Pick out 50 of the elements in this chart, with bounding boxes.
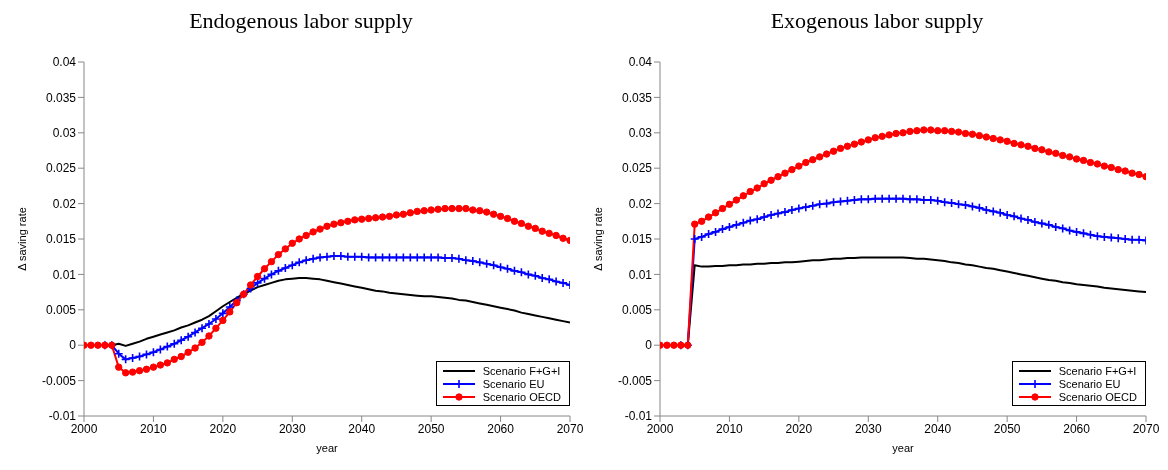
y-tick-label: 0.03 xyxy=(628,126,653,141)
y-tick-label: 0.02 xyxy=(628,196,653,211)
x-tick-label: 2030 xyxy=(854,421,882,436)
x-tick-label: 2000 xyxy=(70,421,98,436)
legend-label: Scenario EU xyxy=(482,377,545,390)
legend-label: Scenario EU xyxy=(1058,377,1121,390)
y-tick-label: 0.015 xyxy=(45,232,77,247)
y-tick-label: 0.01 xyxy=(628,267,653,282)
y-tick-label: 0.005 xyxy=(621,303,653,318)
y-tick-label: -0.005 xyxy=(617,373,653,388)
y-axis-title: Δ saving rate xyxy=(15,207,28,271)
x-tick-label: 2050 xyxy=(417,421,445,436)
x-tick-label: 2060 xyxy=(1063,421,1091,436)
x-tick-label: 2070 xyxy=(1132,421,1160,436)
legend-label: Scenario OECD xyxy=(1058,390,1137,403)
y-tick-label: 0.02 xyxy=(52,196,77,211)
x-tick-label: 2060 xyxy=(487,421,515,436)
x-tick-label: 2050 xyxy=(993,421,1021,436)
x-tick-label: 2000 xyxy=(646,421,674,436)
x-tick-label: 2010 xyxy=(140,421,168,436)
x-tick-label: 2040 xyxy=(924,421,952,436)
y-tick-label: 0.03 xyxy=(52,126,77,141)
x-tick-label: 2070 xyxy=(556,421,584,436)
x-axis-title: year xyxy=(316,442,339,454)
x-axis-title: year xyxy=(892,442,915,454)
y-tick-label: -0.01 xyxy=(48,409,77,424)
y-tick-label: 0.015 xyxy=(621,232,653,247)
legend-label: Scenario F+G+I xyxy=(482,364,561,377)
legend-label: Scenario F+G+I xyxy=(1058,364,1137,377)
x-tick-label: 2040 xyxy=(348,421,376,436)
y-axis-title: Δ saving rate xyxy=(591,207,604,271)
y-tick-label: 0 xyxy=(645,338,653,353)
y-tick-label: 0.025 xyxy=(45,161,77,176)
y-tick-label: 0 xyxy=(69,338,77,353)
x-tick-label: 2030 xyxy=(278,421,306,436)
y-tick-label: 0.04 xyxy=(628,55,653,70)
x-tick-label: 2020 xyxy=(209,421,237,436)
y-tick-label: 0.025 xyxy=(621,161,653,176)
chart-title: Exogenous labor supply xyxy=(769,8,985,35)
y-tick-label: -0.01 xyxy=(624,409,653,424)
y-tick-label: 0.01 xyxy=(52,267,77,282)
y-tick-label: 0.005 xyxy=(45,303,77,318)
y-tick-label: -0.005 xyxy=(41,373,77,388)
chart-title: Endogenous labor supply xyxy=(188,8,414,35)
y-tick-label: 0.035 xyxy=(621,90,653,105)
x-tick-label: 2010 xyxy=(716,421,744,436)
legend-label: Scenario OECD xyxy=(482,390,561,403)
y-tick-label: 0.04 xyxy=(52,55,77,70)
x-tick-label: 2020 xyxy=(785,421,813,436)
y-tick-label: 0.035 xyxy=(45,90,77,105)
